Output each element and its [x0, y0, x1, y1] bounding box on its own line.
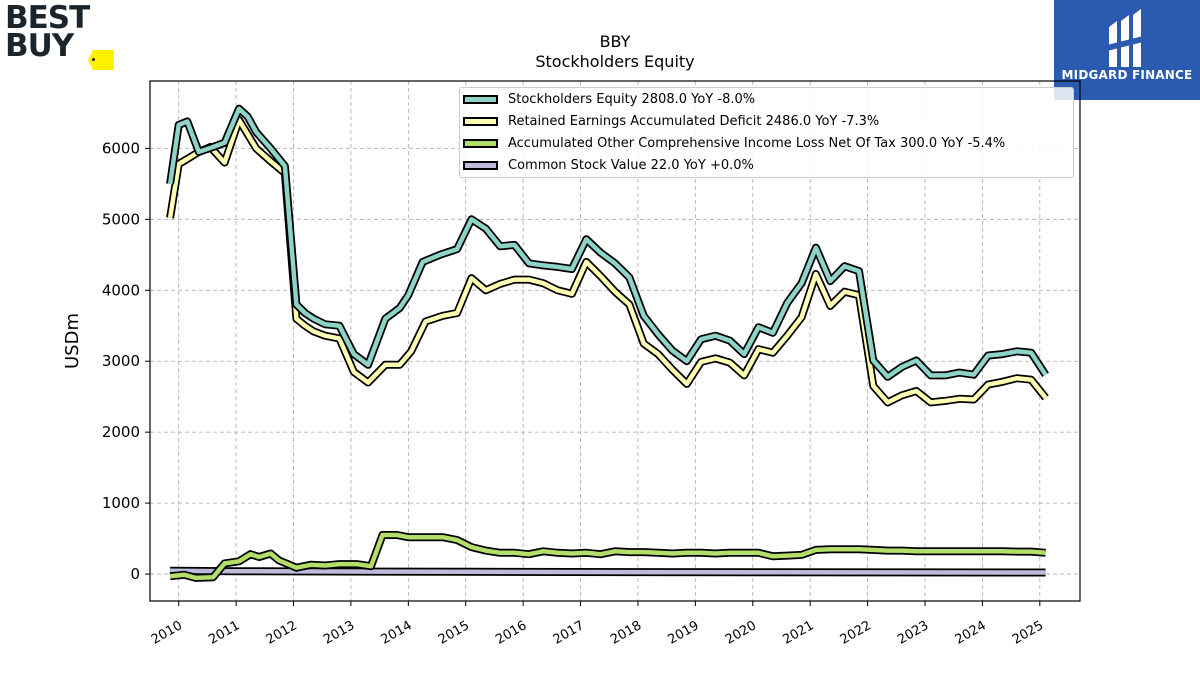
midgard-finance-wordmark: MIDGARD FINANCE: [1061, 68, 1193, 82]
x-tick-label: 2017: [551, 618, 587, 648]
x-tick-label: 2014: [379, 618, 415, 648]
x-tick-label: 2020: [723, 618, 759, 648]
series-0: [166, 104, 1049, 381]
legend-item: Retained Earnings Accumulated Deficit 24…: [460, 112, 1073, 132]
x-tick-label: 2012: [264, 618, 300, 648]
y-tick-label: 6000: [102, 139, 140, 157]
chart-subtitle: Stockholders Equity: [535, 52, 695, 71]
legend-label: Accumulated Other Comprehensive Income L…: [508, 136, 1006, 151]
legend: Stockholders Equity 2808.0 YoY -8.0% Ret…: [459, 87, 1074, 178]
legend-label: Retained Earnings Accumulated Deficit 24…: [508, 114, 880, 129]
price-tag-icon: [88, 50, 114, 70]
midgard-finance-logo: MIDGARD FINANCE: [1054, 0, 1200, 100]
legend-swatch: [463, 117, 498, 126]
chart-title: BBY: [599, 32, 631, 51]
midgard-emblem-icon: [1107, 9, 1147, 67]
x-tick-label: 2010: [149, 618, 185, 648]
x-tick-label: 2015: [436, 618, 472, 648]
series-line: [167, 106, 1048, 380]
x-tick-label: 2021: [780, 618, 816, 648]
y-tick-label: 0: [130, 565, 140, 583]
legend-item: Accumulated Other Comprehensive Income L…: [460, 134, 1073, 154]
legend-swatch: [463, 161, 498, 170]
x-tick-label: 2011: [206, 618, 242, 648]
x-tick-label: 2019: [666, 618, 702, 648]
legend-label: Common Stock Value 22.0 YoY +0.0%: [508, 158, 754, 173]
best-buy-logo-line2: BUY: [5, 28, 74, 64]
plot-frame: [149, 80, 1081, 602]
y-tick-label: 1000: [102, 494, 140, 512]
series-3: [170, 566, 1046, 577]
legend-label: Stockholders Equity 2808.0 YoY -8.0%: [508, 92, 756, 107]
legend-swatch: [463, 139, 498, 148]
best-buy-logo: BEST BUY: [5, 0, 115, 70]
x-tick-label: 2023: [895, 618, 931, 648]
series-layer: [166, 104, 1049, 582]
x-tick-label: 2018: [608, 618, 644, 648]
y-tick-label: 3000: [102, 352, 140, 370]
x-tick-label: 2013: [321, 618, 357, 648]
series-line: [169, 532, 1046, 581]
y-tick-label: 5000: [102, 210, 140, 228]
legend-item: Common Stock Value 22.0 YoY +0.0%: [460, 156, 1073, 176]
price-tag-hole: [92, 58, 95, 61]
y-tick-label: 2000: [102, 423, 140, 441]
legend-swatch: [463, 95, 498, 104]
series-line: [170, 568, 1046, 575]
legend-item: Stockholders Equity 2808.0 YoY -8.0%: [460, 90, 1073, 110]
y-tick-label: 4000: [102, 281, 140, 299]
x-tick-label: 2025: [1010, 618, 1046, 648]
best-buy-logo-line1: BEST: [5, 0, 90, 36]
y-axis-label: USDm: [62, 313, 83, 369]
series-2: [169, 531, 1046, 582]
x-tick-label: 2022: [838, 618, 874, 648]
x-tick-label: 2016: [493, 618, 529, 648]
x-tick-label: 2024: [953, 618, 989, 648]
